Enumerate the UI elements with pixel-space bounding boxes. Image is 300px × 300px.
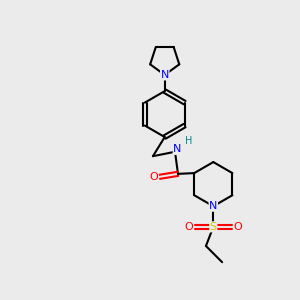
Text: N: N [209,201,218,211]
Text: O: O [234,222,242,232]
Text: H: H [184,136,192,146]
Text: O: O [149,172,158,182]
Text: N: N [160,70,169,80]
Text: N: N [173,144,182,154]
Text: O: O [184,222,193,232]
Text: S: S [210,222,217,232]
